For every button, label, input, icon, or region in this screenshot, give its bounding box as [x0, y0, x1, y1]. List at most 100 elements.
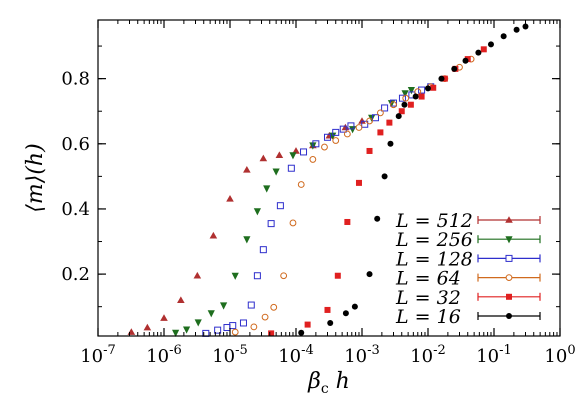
data-point: [209, 231, 218, 239]
y-tick-label: 0.6: [61, 134, 90, 155]
data-point: [207, 310, 215, 318]
data-point: [321, 143, 328, 151]
data-point: [229, 322, 237, 330]
x-tick-label: 10-7: [80, 343, 116, 367]
legend-label: L = 512: [395, 210, 473, 232]
data-point: [172, 329, 180, 337]
data-point: [374, 215, 381, 222]
data-point: [418, 86, 426, 94]
data-point: [226, 195, 234, 202]
legend-marker: [505, 254, 513, 262]
data-point: [390, 101, 397, 109]
data-point: [261, 313, 269, 321]
legend-marker: [505, 216, 513, 223]
data-point: [239, 319, 247, 327]
legend-label: L = 128: [395, 248, 473, 270]
data-point: [323, 133, 331, 141]
data-point: [160, 314, 168, 321]
data-point: [430, 84, 437, 91]
data-point: [343, 130, 351, 138]
data-point: [309, 156, 317, 163]
legend-marker: [506, 313, 512, 319]
x-axis: 10-7 10-6 10-5 10-4 10-3 10-2 10-1 100: [80, 20, 576, 367]
data-point: [297, 181, 305, 188]
data-point: [289, 219, 297, 227]
plot-frame: [97, 19, 561, 337]
data-point: [425, 85, 431, 92]
y-tick-label: 0.2: [61, 264, 90, 285]
legend-entry: L = 64: [395, 268, 541, 290]
data-point: [231, 328, 239, 336]
data-point: [402, 94, 410, 102]
data-point: [332, 128, 340, 136]
data-point: [347, 122, 355, 130]
data-point: [300, 148, 308, 156]
data-point: [214, 326, 222, 334]
data-point: [407, 87, 415, 95]
data-point: [259, 246, 267, 254]
series-0: [127, 117, 366, 335]
data-point: [276, 202, 284, 210]
data-point: [401, 101, 408, 108]
legend-entry: L = 128: [395, 248, 541, 270]
data-point: [366, 117, 373, 125]
data-point: [243, 236, 251, 244]
legend-label: L = 64: [395, 268, 461, 290]
data-point: [451, 65, 458, 72]
data-point: [351, 303, 358, 310]
data-point: [341, 123, 350, 131]
data-point: [243, 166, 251, 173]
data-point: [371, 114, 379, 122]
data-point: [289, 152, 297, 160]
data-point: [324, 306, 331, 313]
legend-marker: [506, 293, 512, 300]
data-point: [366, 147, 373, 154]
data-point: [339, 125, 347, 133]
x-tick-label: 10-6: [146, 343, 182, 367]
data-point: [355, 179, 362, 186]
data-point: [513, 26, 520, 33]
x-tick-label: 10-1: [476, 343, 512, 367]
data-point: [361, 120, 369, 128]
data-point: [355, 124, 363, 131]
legend-entry: L = 16: [395, 306, 541, 328]
data-point: [259, 154, 268, 162]
x-tick-label: 10-2: [410, 343, 446, 367]
data-point: [366, 271, 373, 278]
data-point: [500, 33, 507, 40]
data-point: [438, 75, 445, 82]
data-point: [381, 104, 389, 112]
legend-label: L = 16: [395, 306, 461, 328]
data-point: [253, 208, 261, 216]
x-tick-label: 100: [544, 343, 575, 367]
legend-marker: [505, 274, 513, 282]
data-point: [412, 93, 419, 100]
data-point: [389, 99, 397, 107]
data-point: [193, 271, 202, 279]
x-axis-label: βc h: [307, 369, 350, 397]
data-point: [358, 117, 366, 124]
x-tick-label: 10-4: [278, 343, 314, 367]
y-axis-label: ⟨m⟩(h): [23, 143, 48, 212]
data-point: [487, 41, 494, 48]
data-point: [280, 272, 288, 280]
data-point: [401, 90, 409, 98]
data-point: [332, 137, 340, 144]
data-point: [298, 329, 305, 336]
data-point: [287, 164, 295, 172]
data-point: [381, 173, 388, 180]
data-point: [263, 185, 271, 193]
data-point: [182, 326, 191, 334]
series-5: [298, 23, 529, 336]
series-1: [172, 87, 415, 337]
chart-marks: [127, 23, 529, 337]
data-point: [475, 49, 482, 56]
data-point: [220, 302, 228, 310]
data-point: [268, 330, 275, 337]
y-axis: 0.2 0.4 0.6 0.8: [61, 45, 560, 308]
data-point: [418, 93, 425, 100]
data-point: [247, 301, 255, 309]
data-point: [292, 147, 300, 154]
data-point: [270, 303, 278, 311]
